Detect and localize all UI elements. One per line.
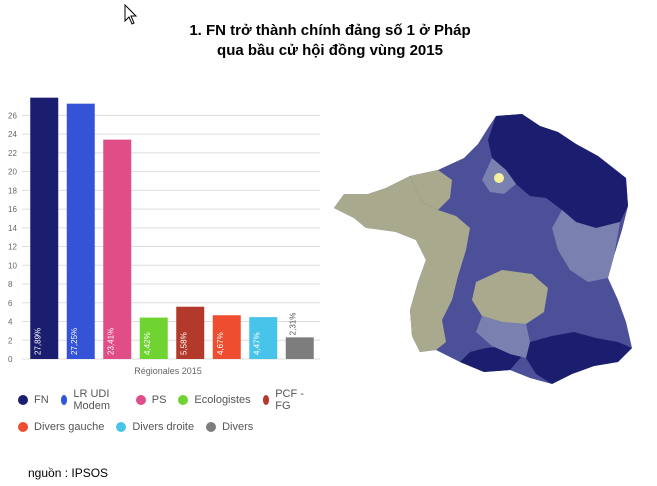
legend-row: FN LR UDI Modem PS Ecologistes PCF - FG <box>18 388 318 412</box>
chart-title-line-2: qua bầu cử hội đồng vùng 2015 <box>217 42 443 59</box>
y-tick-label: 16 <box>8 205 17 214</box>
bar-data-label: 27,89% <box>33 328 42 355</box>
bar-data-label: 23,41% <box>106 328 115 355</box>
map-region-west-north <box>410 170 452 210</box>
legend-item: Ecologistes <box>178 394 251 406</box>
y-tick-label: 8 <box>8 280 13 289</box>
y-tick-label: 18 <box>8 186 17 195</box>
bar <box>285 337 314 359</box>
y-tick-label: 26 <box>8 111 17 120</box>
y-tick-label: 2 <box>8 336 13 345</box>
legend-label: Divers droite <box>132 421 195 433</box>
legend-swatch <box>60 395 68 405</box>
y-tick-label: 22 <box>8 149 17 158</box>
bar <box>103 139 132 359</box>
bars: 27,89% 27,25% 23,41% 4,42% 5,58% 4,67% 4,47% 2,… <box>30 97 314 359</box>
bar <box>249 317 278 359</box>
legend-label: Ecologistes <box>194 394 251 406</box>
bar-data-label: 27,25% <box>70 328 79 355</box>
legend-label: FN <box>34 394 49 406</box>
legend-item: FN <box>18 394 49 406</box>
bar-data-label: 2,31% <box>289 313 298 336</box>
map-region-centre <box>472 270 548 324</box>
legend-swatch <box>178 395 189 405</box>
map-region-west <box>334 176 470 352</box>
legend-swatch <box>135 395 146 405</box>
bar <box>176 306 205 359</box>
bar-data-label: 4,42% <box>143 332 152 355</box>
legend-item: PS <box>135 394 167 406</box>
bar <box>30 97 59 359</box>
y-tick-label: 0 <box>8 355 13 364</box>
legend-label: Divers <box>222 421 254 433</box>
y-tick-label: 6 <box>8 299 13 308</box>
legend-swatch <box>116 422 127 432</box>
france-region-map <box>334 114 632 384</box>
legend-item: Divers droite <box>116 421 194 433</box>
map-region-southwest <box>460 346 522 372</box>
map-region-paris <box>494 173 504 183</box>
legend-swatch <box>206 422 217 432</box>
legend-row: Divers gauche Divers droite Divers <box>18 421 318 433</box>
bar <box>212 315 241 359</box>
bar-data-label: 5,58% <box>179 332 188 355</box>
y-tick-label: 20 <box>8 168 17 177</box>
map-region-east <box>552 210 620 282</box>
bar <box>139 317 168 359</box>
legend-swatch <box>18 422 28 432</box>
y-tick-label: 12 <box>8 243 17 252</box>
map-region-massif <box>476 316 530 358</box>
chart-title-line-1: 1. FN trở thành chính đảng số 1 ở Pháp <box>189 22 471 39</box>
y-tick-label: 24 <box>8 130 17 139</box>
legend-swatch <box>18 395 28 405</box>
source-note: nguồn : IPSOS <box>28 466 109 480</box>
legend-swatch <box>262 395 270 405</box>
legend-item: Divers <box>206 421 253 433</box>
bar-data-label: 4,47% <box>252 332 261 355</box>
legend-item: Divers gauche <box>18 421 104 433</box>
legend-label: Divers gauche <box>34 421 105 433</box>
map-region-southeast <box>526 332 632 384</box>
map-region-north <box>488 114 628 228</box>
bar <box>66 103 95 359</box>
y-tick-label: 14 <box>8 224 17 233</box>
y-tick-label: 4 <box>8 318 13 327</box>
y-tick-label: 10 <box>8 261 17 270</box>
mouse-cursor-icon <box>124 4 138 25</box>
x-axis-label: Régionales 2015 <box>134 366 202 376</box>
legend-item: LR UDI Modem <box>60 388 124 412</box>
chart-legend: FN LR UDI Modem PS Ecologistes PCF - FG Dive… <box>18 388 318 442</box>
legend-label: LR UDI Modem <box>73 388 111 412</box>
bar-data-label: 4,67% <box>216 332 225 355</box>
legend-item: PCF - FG <box>262 388 306 412</box>
legend-label: PCF - FG <box>275 388 304 412</box>
legend-label: PS <box>151 394 167 406</box>
